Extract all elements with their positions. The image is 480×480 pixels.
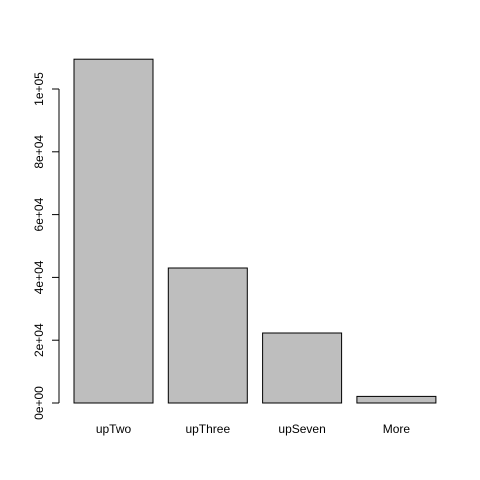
y-tick-label: 6e+04	[32, 197, 46, 231]
bars-group	[73, 58, 437, 404]
y-tick-label: 8e+04	[32, 135, 46, 169]
y-axis: 0e+00 2e+04 4e+04 6e+04 8e+04 1e+05	[32, 72, 60, 420]
y-tick-label: 0e+00	[32, 386, 46, 420]
bar-uptwo	[73, 58, 154, 404]
x-tick-label-upseven: upSeven	[278, 422, 325, 436]
bar-upthree	[167, 267, 248, 404]
x-axis-labels: upTwo upThree upSeven More	[96, 422, 411, 436]
x-tick-label-more: More	[383, 422, 411, 436]
y-tick-label: 4e+04	[32, 260, 46, 294]
x-tick-label-uptwo: upTwo	[96, 422, 132, 436]
x-tick-label-upthree: upThree	[185, 422, 230, 436]
bar-more	[356, 395, 437, 404]
bar-upseven	[262, 332, 343, 404]
y-tick-label: 1e+05	[32, 72, 46, 106]
y-tick-label: 2e+04	[32, 323, 46, 357]
